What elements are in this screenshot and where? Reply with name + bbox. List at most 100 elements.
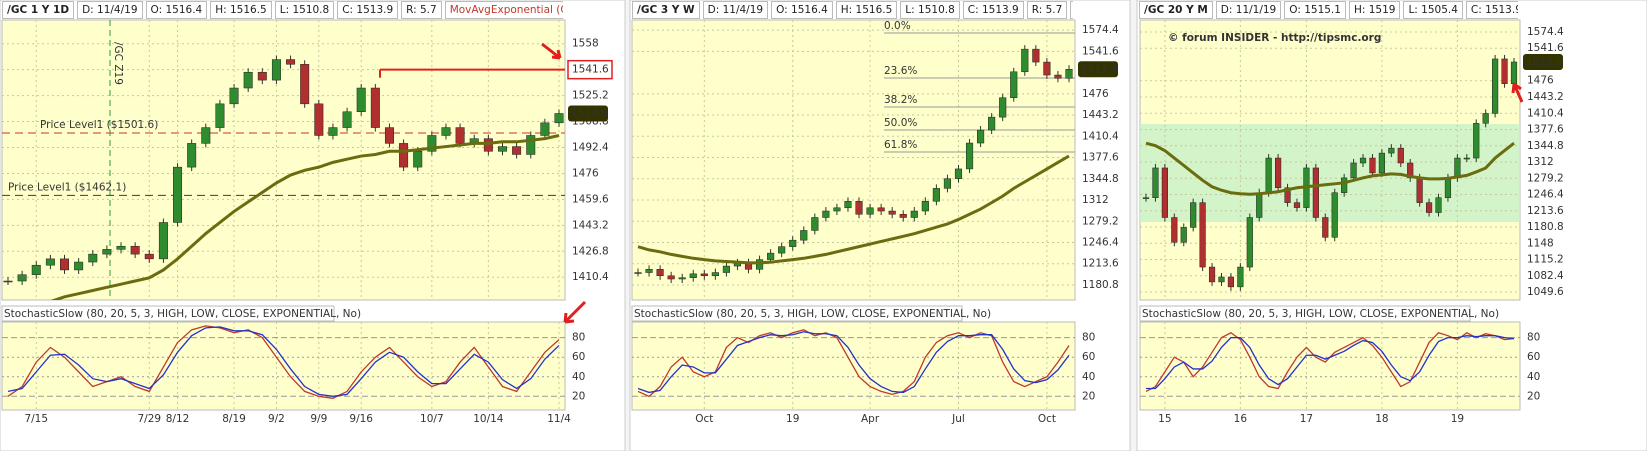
candle (540, 122, 550, 136)
y-tick-label: 1574.4 (1082, 24, 1119, 36)
study-label: StochasticSlow (80, 20, 5, 3, HIGH, LOW,… (4, 308, 361, 320)
candle (483, 138, 493, 152)
study-line (637, 331, 1070, 394)
y-tick-label: 1541.6 (1082, 45, 1119, 57)
study-label-bg (1139, 305, 1471, 322)
x-tick-label: 9/16 (349, 413, 373, 425)
y-tick-label: 1426.8 (572, 245, 609, 257)
y-tick-label: 1492.4 (572, 142, 609, 154)
candle (130, 245, 140, 255)
y-tick-label: 1180.8 (1082, 279, 1119, 291)
candle (1010, 71, 1018, 98)
study-line (637, 329, 1070, 398)
y-tick-label: 80 (1082, 332, 1095, 344)
candle (767, 252, 775, 260)
candle (656, 269, 664, 277)
candle (1218, 276, 1225, 283)
candle (910, 210, 918, 218)
candle (60, 258, 70, 271)
candle (1378, 152, 1385, 174)
candle (512, 146, 522, 155)
candle (888, 210, 896, 215)
annotation: 50.0% (884, 117, 917, 129)
candle (700, 273, 708, 277)
x-tick-label: 10/14 (473, 413, 504, 425)
candle (257, 71, 267, 81)
study-label: StochasticSlow (80, 20, 5, 3, HIGH, LOW,… (634, 308, 991, 320)
arrow (563, 300, 587, 324)
candle (215, 103, 225, 128)
y-tick-label: 1180.8 (1527, 221, 1564, 233)
candle (811, 217, 819, 231)
y-tick-label: 1312 (1527, 156, 1554, 168)
y-tick-label: 1443.2 (1527, 91, 1564, 103)
y-tick-label: 1344.8 (1082, 173, 1119, 185)
y-tick-label: 1148 (1527, 237, 1554, 249)
header-item: /GC 20 Y M (1139, 1, 1213, 19)
candle (678, 277, 686, 280)
study-line (1146, 335, 1515, 390)
study-label: StochasticSlow (80, 20, 5, 3, HIGH, LOW,… (1142, 308, 1499, 320)
candle (526, 135, 536, 155)
candle (921, 201, 929, 212)
plot (634, 32, 1075, 284)
candle (722, 265, 730, 273)
candle (1341, 177, 1348, 193)
candle (1293, 202, 1301, 208)
price-level-label: Price Level1 ($1501.6) (40, 119, 158, 131)
y-tick-label: 1312 (1082, 194, 1109, 206)
candle (1208, 266, 1216, 283)
candle (1043, 61, 1051, 76)
y-tick-label: 1213.6 (1082, 258, 1119, 270)
plot (2, 20, 565, 300)
y-tick-label: 1558 (572, 38, 599, 50)
header-item: MovAvg... (1070, 1, 1073, 19)
y-tick-label: 1049.6 (1527, 286, 1564, 298)
y-tick-label: 1377.6 (1527, 124, 1564, 136)
candle (1161, 167, 1168, 218)
y-tick-label: 40 (1082, 371, 1095, 383)
header-item: L: 1510.8 (274, 1, 335, 19)
candle (384, 127, 394, 144)
y-tick-label: 20 (1527, 390, 1540, 402)
candle (1416, 177, 1423, 203)
candle (201, 127, 211, 144)
header-item: H: 1516.5 (210, 1, 272, 19)
header-item: /GC 3 Y W (632, 1, 700, 19)
y-tick-label: 60 (1082, 351, 1095, 363)
candle (977, 129, 985, 144)
price-level-label: Price Level1 ($1462.1) (8, 181, 126, 193)
annotation: 0.0% (884, 20, 911, 32)
last-price-badge (1523, 53, 1563, 70)
x-tick-label: 18 (1375, 413, 1388, 425)
moving-average (50, 134, 560, 300)
y-tick-label: 1115.2 (1527, 254, 1564, 266)
y-tick-label: 20 (1082, 390, 1095, 402)
candle (1190, 202, 1197, 228)
header-item: C: 1513.9 (962, 1, 1024, 19)
candle (1492, 58, 1499, 114)
x-tick-label: 15 (1158, 413, 1171, 425)
candle (3, 280, 13, 283)
candle (1444, 177, 1452, 198)
candle (17, 274, 27, 282)
candle (173, 166, 183, 223)
candle (965, 142, 974, 170)
y-tick-label: 1443.2 (1082, 109, 1119, 121)
x-tick-label: Oct (1038, 413, 1056, 425)
header: /GC 1 Y 1D D: 11/4/19 O: 1516.4 H: 1516.5 L:… (2, 1, 563, 19)
study-line (7, 325, 560, 399)
candle (243, 71, 253, 89)
candle (1227, 276, 1235, 288)
candle (554, 113, 564, 124)
candle (988, 116, 996, 131)
candle (822, 210, 830, 218)
candle (1065, 69, 1073, 79)
plot-bg (1, 19, 566, 301)
annotation: © forum INSIDER - http://tipsmc.org (1168, 32, 1381, 44)
header-item: L: 1510.8 (900, 1, 960, 19)
header-item: L: 1505.4 (1403, 1, 1463, 19)
